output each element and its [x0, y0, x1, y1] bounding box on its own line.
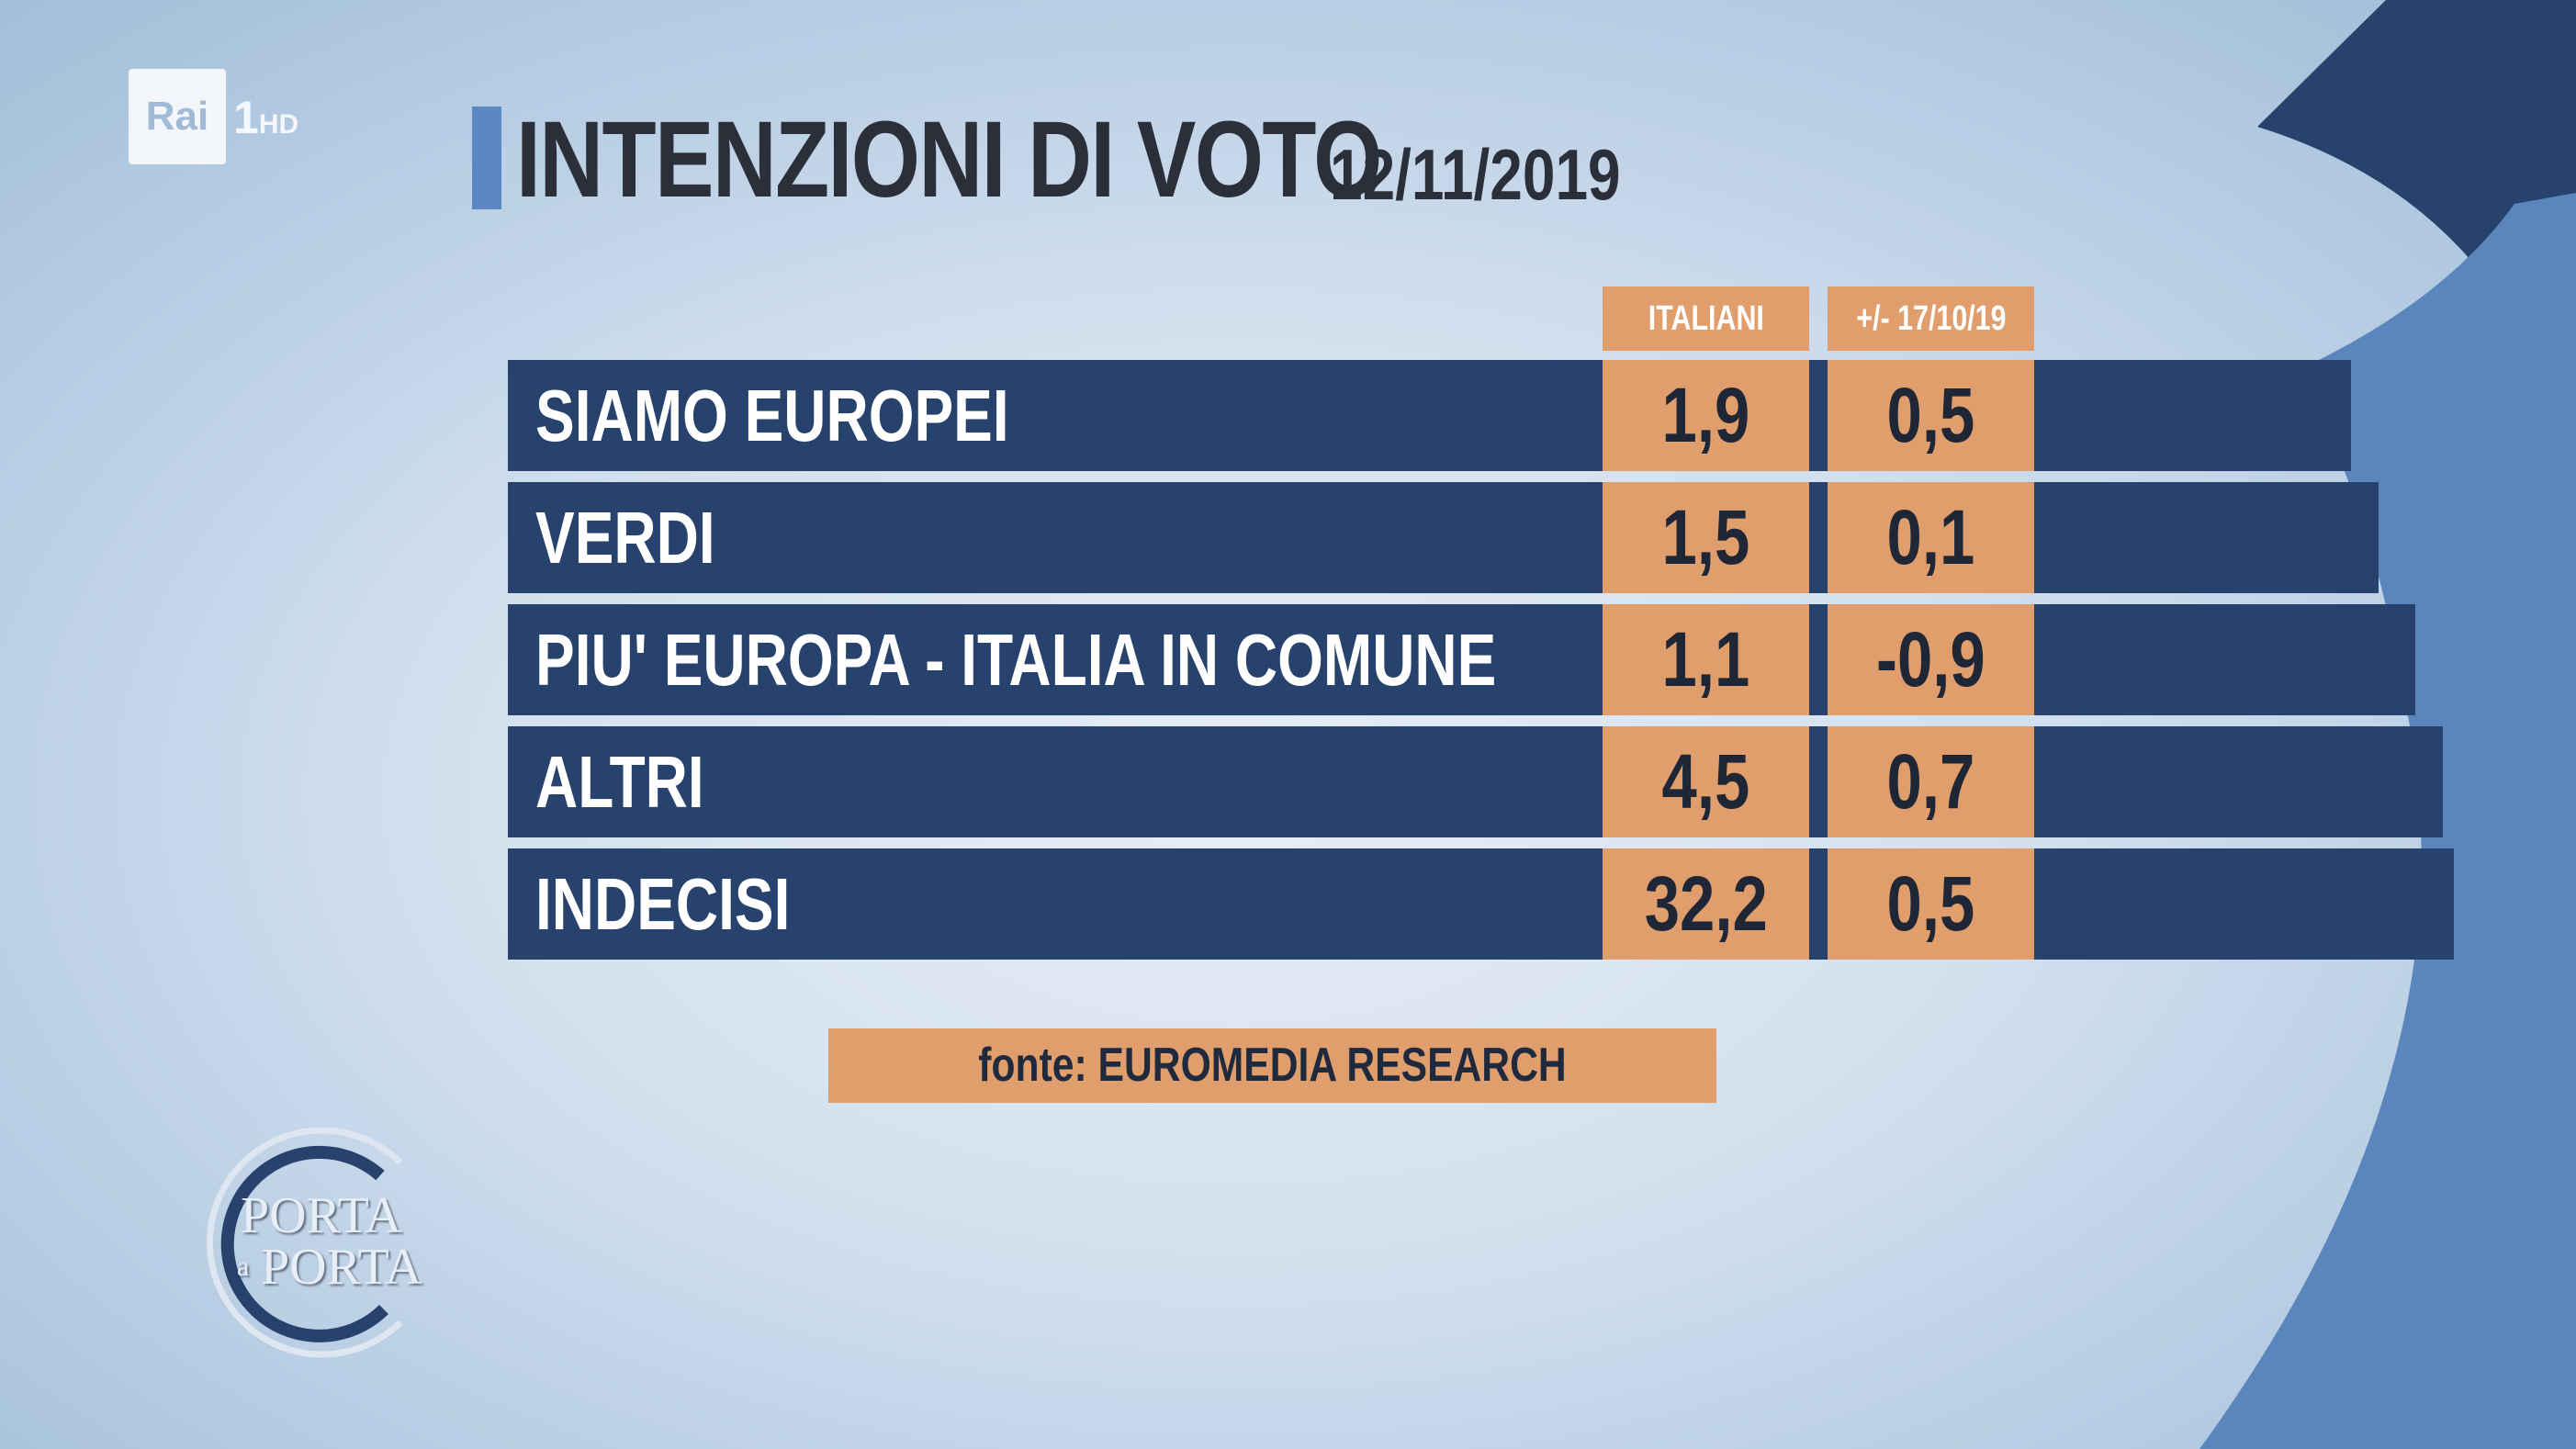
value-diff: 0,5 [1828, 848, 2034, 960]
value-diff: 0,1 [1828, 482, 2034, 593]
show-logo-line1: PORTA [241, 1187, 402, 1244]
value-diff: -0,9 [1828, 604, 2034, 715]
poll-date: 12/11/2019 [1330, 134, 1621, 215]
value-italiani: 32,2 [1603, 848, 1809, 960]
rai-logo: Rai [129, 69, 226, 164]
value-diff: 0,5 [1828, 360, 2034, 471]
value-italiani: 4,5 [1603, 726, 1809, 837]
party-label: ALTRI [535, 741, 704, 823]
party-label: INDECISI [535, 863, 791, 945]
column-header-diff: +/- 17/10/19 [1828, 286, 2034, 351]
party-label: PIU' EUROPA - ITALIA IN COMUNE [535, 619, 1497, 701]
source-note: fonte: EUROMEDIA RESEARCH [828, 1028, 1716, 1103]
page-title: INTENZIONI DI VOTO [516, 99, 1382, 220]
table-row: PIU' EUROPA - ITALIA IN COMUNE 1,1 -0,9 [508, 604, 2415, 715]
show-logo-line2: PORTA [261, 1239, 422, 1296]
show-logo-ring [207, 1127, 403, 1358]
title-accent-bar [472, 107, 501, 209]
channel-logo: 1HD [233, 92, 299, 143]
party-label: VERDI [535, 497, 715, 578]
show-logo-connector: a [237, 1252, 250, 1282]
value-italiani: 1,5 [1603, 482, 1809, 593]
value-diff: 0,7 [1828, 726, 2034, 837]
column-header-italiani: ITALIANI [1603, 286, 1809, 351]
table-row: ALTRI 4,5 0,7 [508, 726, 2443, 837]
table-row: SIAMO EUROPEI 1,9 0,5 [508, 360, 2351, 471]
party-label: SIAMO EUROPEI [535, 375, 1009, 456]
value-italiani: 1,1 [1603, 604, 1809, 715]
table-row: INDECISI 32,2 0,5 [508, 848, 2454, 960]
hd-badge: HD [258, 109, 299, 140]
table-row: VERDI 1,5 0,1 [508, 482, 2379, 593]
bg-dark-arc [2257, 0, 2576, 477]
value-italiani: 1,9 [1603, 360, 1809, 471]
bg-light-arc [2199, 193, 2576, 1449]
